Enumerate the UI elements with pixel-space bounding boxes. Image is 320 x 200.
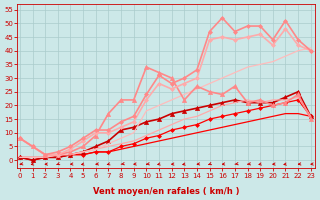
X-axis label: Vent moyen/en rafales ( km/h ): Vent moyen/en rafales ( km/h ) — [93, 187, 239, 196]
